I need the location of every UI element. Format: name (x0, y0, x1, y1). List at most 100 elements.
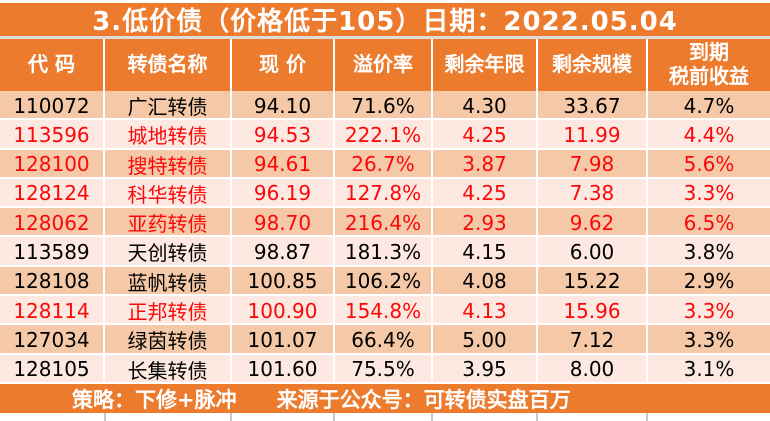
cell-name: 搜特转债 (105, 149, 232, 179)
column-header-price: 现 价 (232, 39, 335, 91)
gridline-stub (333, 413, 335, 421)
cell-size: 7.12 (538, 325, 648, 355)
cell-price: 101.60 (232, 354, 335, 384)
cell-price: 100.85 (232, 266, 335, 296)
cell-size: 11.99 (538, 120, 648, 150)
column-header-code: 代 码 (0, 39, 105, 91)
cell-yield: 3.8% (683, 239, 735, 264)
table-body: 110072 广汇转债 94.10 71.6% 4.30 33.67 4.7% 113596 城… (0, 91, 770, 384)
cell-size: 7.38 (538, 178, 648, 208)
column-header-premium: 溢价率 (335, 39, 433, 91)
cell-yield: 3.3% (683, 298, 735, 323)
cell-years: 4.30 (433, 91, 538, 120)
top-margin (0, 0, 770, 3)
cell-name: 蓝帆转债 (105, 266, 232, 296)
cell-code: 128100 (0, 149, 105, 179)
cell-premium: 181.3% (335, 237, 433, 267)
cell-premium: 26.7% (335, 149, 433, 179)
cell-premium: 216.4% (335, 208, 433, 238)
cell-name: 亚药转债 (105, 208, 232, 238)
cell-code: 110072 (0, 91, 105, 120)
cell-years: 3.95 (433, 354, 538, 384)
table-row: 128100 搜特转债 94.61 26.7% 3.87 7.98 5.6% (0, 149, 770, 179)
cell-name: 长集转债 (105, 354, 232, 384)
cell-premium: 106.2% (335, 266, 433, 296)
cell-code: 128124 (0, 178, 105, 208)
cell-code: 128105 (0, 354, 105, 384)
cell-premium: 222.1% (335, 120, 433, 150)
cell-code: 113589 (0, 237, 105, 267)
cell-size: 33.67 (538, 91, 648, 120)
cell-yield: 3.3% (683, 181, 735, 206)
table-row: 110072 广汇转债 94.10 71.6% 4.30 33.67 4.7% (0, 91, 770, 121)
column-header-yield: 到期 税前收益 (669, 40, 749, 88)
source-label: 来源于公众号：可转债实盘百万 (276, 387, 571, 412)
cell-price: 94.61 (232, 149, 335, 179)
cell-price: 94.53 (232, 120, 335, 150)
cell-price: 100.90 (232, 296, 335, 326)
cell-price: 94.10 (232, 91, 335, 120)
cell-size: 7.98 (538, 149, 648, 179)
cell-price: 101.07 (232, 325, 335, 355)
gridline-stub (104, 413, 106, 421)
cell-size: 15.22 (538, 266, 648, 296)
column-header-years: 剩余年限 (433, 39, 538, 91)
cell-name: 科华转债 (105, 178, 232, 208)
cell-years: 4.08 (433, 266, 538, 296)
gridline-stub (536, 413, 538, 421)
cell-name: 城地转债 (105, 120, 232, 150)
cell-size: 6.00 (538, 237, 648, 267)
cell-premium: 75.5% (335, 354, 433, 384)
bottom-margin (0, 413, 770, 421)
cell-yield: 4.7% (683, 93, 735, 118)
title-divider (0, 36, 770, 39)
cell-years: 4.25 (433, 120, 538, 150)
cell-code: 113596 (0, 120, 105, 150)
cell-price: 96.19 (232, 178, 335, 208)
cell-code: 128114 (0, 296, 105, 326)
cell-code: 128062 (0, 208, 105, 238)
strategy-label: 策略：下修+脉冲 (72, 387, 237, 412)
gridline-stub (230, 413, 232, 421)
cell-code: 128108 (0, 266, 105, 296)
table-row: 128105 长集转债 101.60 75.5% 3.95 8.00 3.1% (0, 354, 770, 384)
table-header: 代 码 转债名称 现 价 溢价率 剩余年限 剩余规模 到期 税前收益 (0, 39, 770, 91)
cell-premium: 66.4% (335, 325, 433, 355)
table-row: 113596 城地转债 94.53 222.1% 4.25 11.99 4.4% (0, 120, 770, 150)
cell-size: 9.62 (538, 208, 648, 238)
cell-name: 正邦转债 (105, 296, 232, 326)
column-header-name: 转债名称 (105, 39, 232, 91)
footer-bar: 策略：下修+脉冲 来源于公众号：可转债实盘百万 (0, 384, 770, 413)
table-row: 127034 绿茵转债 101.07 66.4% 5.00 7.12 3.3% (0, 325, 770, 355)
table-row: 128108 蓝帆转债 100.85 106.2% 4.08 15.22 2.9% (0, 266, 770, 297)
cell-yield: 3.3% (683, 327, 735, 352)
cell-years: 4.13 (433, 296, 538, 326)
page-title: 3.低价债（价格低于105）日期：2022.05.04 (92, 7, 678, 37)
cell-premium: 154.8% (335, 296, 433, 326)
cell-name: 绿茵转债 (105, 325, 232, 355)
cell-price: 98.87 (232, 237, 335, 267)
cell-years: 3.87 (433, 149, 538, 179)
table-row: 128124 科华转债 96.19 127.8% 4.25 7.38 3.3% (0, 178, 770, 209)
title-bar: 3.低价债（价格低于105）日期：2022.05.04 (0, 3, 770, 37)
cell-yield: 5.6% (683, 152, 735, 177)
cell-size: 8.00 (538, 354, 648, 384)
cell-years: 4.15 (433, 237, 538, 267)
cell-years: 4.25 (433, 178, 538, 208)
cell-years: 2.93 (433, 208, 538, 238)
table-row: 128114 正邦转债 100.90 154.8% 4.13 15.96 3.3% (0, 296, 770, 326)
table-row: 128062 亚药转债 98.70 216.4% 2.93 9.62 6.5% (0, 208, 770, 238)
table-row: 113589 天创转债 98.87 181.3% 4.15 6.00 3.8% (0, 237, 770, 267)
cell-premium: 71.6% (335, 91, 433, 120)
cell-premium: 127.8% (335, 178, 433, 208)
cell-years: 5.00 (433, 325, 538, 355)
cell-yield: 4.4% (683, 122, 735, 147)
cell-name: 天创转债 (105, 237, 232, 267)
cell-size: 15.96 (538, 296, 648, 326)
cell-yield: 3.1% (683, 357, 735, 382)
cell-price: 98.70 (232, 208, 335, 238)
cell-name: 广汇转债 (105, 91, 232, 120)
cell-code: 127034 (0, 325, 105, 355)
cell-yield: 2.9% (683, 269, 735, 294)
